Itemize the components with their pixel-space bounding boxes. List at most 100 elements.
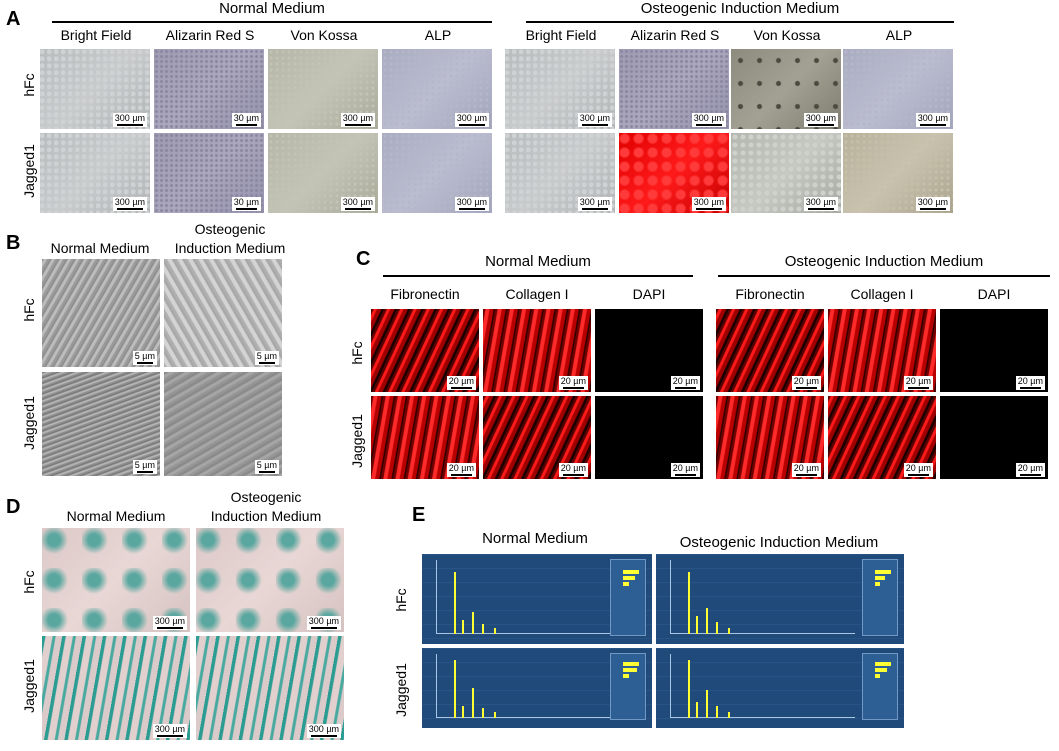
scale-bar: 5 µm bbox=[132, 351, 157, 365]
sem-b-jagged1-normal: 5 µm bbox=[42, 372, 160, 476]
sem-b-jagged1-osteo: 5 µm bbox=[164, 372, 282, 476]
scale-bar: 300 µm bbox=[577, 113, 612, 127]
micrograph-a-hfc-osteo-von-kossa: 300 µm bbox=[731, 49, 841, 129]
panel-b-row-hfc: hFc bbox=[21, 298, 37, 322]
scale-bar: 20 µm bbox=[670, 463, 700, 477]
micrograph-a-jagged1-osteo-alp: 300 µm bbox=[843, 133, 953, 213]
panel-e-col-normal: Normal Medium bbox=[482, 530, 588, 547]
eds-spectrum-e-hfc-normal bbox=[422, 554, 652, 644]
micrograph-a-hfc-normal-bright-field: 300 µm bbox=[40, 49, 150, 129]
fluor-c-jagged1-normal-collagen: 20 µm bbox=[483, 396, 591, 479]
micrograph-a-jagged1-osteo-von-kossa: 300 µm bbox=[731, 133, 841, 213]
panel-e-col-osteo: Osteogenic Induction Medium bbox=[679, 534, 879, 551]
micrograph-a-jagged1-osteo-alizarin: 300 µm bbox=[619, 133, 729, 213]
scale-bar: 5 µm bbox=[254, 460, 279, 474]
scale-bar: 300 µm bbox=[306, 724, 341, 738]
micrograph-a-hfc-normal-alizarin: 30 µm bbox=[154, 49, 264, 129]
panel-d-row-hfc: hFc bbox=[21, 570, 37, 594]
eds-spectrum-e-jagged1-normal bbox=[422, 648, 652, 728]
panel-c-col-fibronectin: Fibronectin bbox=[390, 286, 460, 302]
fluor-c-hfc-normal-collagen: 20 µm bbox=[483, 309, 591, 392]
panel-d-row-jagged1: Jagged1 bbox=[21, 659, 37, 713]
panel-b-col-normal: Normal Medium bbox=[50, 240, 150, 256]
alcian-d-hfc-osteo: 300 µm bbox=[196, 528, 344, 632]
micrograph-a-hfc-osteo-alizarin: 300 µm bbox=[619, 49, 729, 129]
micrograph-a-hfc-osteo-alp: 300 µm bbox=[843, 49, 953, 129]
panel-a-col-alizarin-osteo: Alizarin Red S bbox=[630, 27, 720, 43]
scale-bar: 5 µm bbox=[132, 460, 157, 474]
micrograph-a-jagged1-normal-von-kossa: 300 µm bbox=[268, 133, 378, 213]
panel-a-col-alp-osteo: ALP bbox=[885, 27, 913, 43]
panel-c-normal-header: Normal Medium bbox=[485, 253, 591, 270]
fluor-c-hfc-osteo-collagen: 20 µm bbox=[828, 309, 936, 392]
panel-a-col-bright-field-osteo: Bright Field bbox=[525, 27, 597, 43]
panel-letter-e: E bbox=[412, 504, 426, 526]
scale-bar: 300 µm bbox=[915, 197, 950, 211]
scale-bar: 300 µm bbox=[691, 197, 726, 211]
panel-c-col-dapi: DAPI bbox=[632, 286, 666, 302]
eds-spectrum-e-jagged1-osteo bbox=[656, 648, 904, 728]
scale-bar: 20 µm bbox=[791, 463, 821, 477]
panel-c-osteo-header: Osteogenic Induction Medium bbox=[784, 253, 984, 270]
micrograph-a-jagged1-osteo-bright-field: 300 µm bbox=[505, 133, 615, 213]
panel-letter-d: D bbox=[6, 496, 21, 518]
panel-a-col-von-kossa: Von Kossa bbox=[290, 27, 358, 43]
fluor-c-hfc-osteo-dapi: 20 µm bbox=[940, 309, 1048, 392]
panel-letter-c: C bbox=[356, 248, 371, 270]
alcian-d-jagged1-normal: 300 µm bbox=[42, 636, 190, 740]
panel-a-osteo-divider bbox=[526, 21, 954, 23]
panel-a-col-bright-field: Bright Field bbox=[60, 27, 132, 43]
scale-bar: 300 µm bbox=[152, 616, 187, 630]
panel-a-col-alp: ALP bbox=[424, 27, 452, 43]
scale-bar: 300 µm bbox=[577, 197, 612, 211]
panel-b-col-osteo-line1: Osteogenic bbox=[194, 221, 266, 237]
panel-a-col-von-kossa-osteo: Von Kossa bbox=[753, 27, 821, 43]
panel-letter-a: A bbox=[6, 8, 21, 30]
panel-c-col-fibronectin-osteo: Fibronectin bbox=[735, 286, 805, 302]
sem-b-hfc-normal: 5 µm bbox=[42, 259, 160, 367]
micrograph-a-jagged1-normal-alizarin: 30 µm bbox=[154, 133, 264, 213]
panel-a-row-jagged1: Jagged1 bbox=[21, 144, 37, 198]
scale-bar: 30 µm bbox=[231, 113, 261, 127]
panel-d-col-osteo-line2: Induction Medium bbox=[210, 508, 322, 524]
alcian-d-hfc-normal: 300 µm bbox=[42, 528, 190, 632]
micrograph-a-hfc-normal-alp: 300 µm bbox=[382, 49, 492, 129]
panel-c-col-collagen-osteo: Collagen I bbox=[850, 286, 914, 302]
panel-b-row-jagged1: Jagged1 bbox=[21, 396, 37, 450]
fluor-c-jagged1-osteo-dapi: 20 µm bbox=[940, 396, 1048, 479]
panel-letter-b: B bbox=[6, 232, 21, 254]
panel-c-col-collagen: Collagen I bbox=[505, 286, 569, 302]
scale-bar: 20 µm bbox=[446, 463, 476, 477]
scale-bar: 20 µm bbox=[903, 376, 933, 390]
scale-bar: 20 µm bbox=[558, 376, 588, 390]
fluor-c-jagged1-osteo-collagen: 20 µm bbox=[828, 396, 936, 479]
panel-a-col-alizarin: Alizarin Red S bbox=[165, 27, 255, 43]
panel-c-osteo-divider bbox=[718, 275, 1050, 277]
scale-bar: 300 µm bbox=[340, 113, 375, 127]
scale-bar: 30 µm bbox=[231, 197, 261, 211]
scale-bar: 20 µm bbox=[670, 376, 700, 390]
fluor-c-jagged1-normal-fibronectin: 20 µm bbox=[371, 396, 479, 479]
panel-c-normal-divider bbox=[383, 275, 693, 277]
panel-b-col-osteo-line2: Induction Medium bbox=[174, 240, 286, 256]
scale-bar: 300 µm bbox=[454, 113, 489, 127]
scale-bar: 300 µm bbox=[112, 113, 147, 127]
scale-bar: 20 µm bbox=[1015, 463, 1045, 477]
micrograph-a-hfc-normal-von-kossa: 300 µm bbox=[268, 49, 378, 129]
panel-a-normal-divider bbox=[52, 21, 492, 23]
scale-bar: 20 µm bbox=[903, 463, 933, 477]
micrograph-a-jagged1-normal-bright-field: 300 µm bbox=[40, 133, 150, 213]
scale-bar: 20 µm bbox=[446, 376, 476, 390]
panel-c-row-jagged1: Jagged1 bbox=[349, 414, 365, 468]
scale-bar: 300 µm bbox=[454, 197, 489, 211]
scale-bar: 300 µm bbox=[915, 113, 950, 127]
scale-bar: 300 µm bbox=[306, 616, 341, 630]
eds-spectrum-e-hfc-osteo bbox=[656, 554, 904, 644]
scale-bar: 300 µm bbox=[691, 113, 726, 127]
panel-c-row-hfc: hFc bbox=[349, 341, 365, 365]
scale-bar: 300 µm bbox=[152, 724, 187, 738]
fluor-c-hfc-normal-dapi: 20 µm bbox=[595, 309, 703, 392]
panel-a-normal-medium-header: Normal Medium bbox=[219, 0, 325, 17]
panel-a-osteo-medium-header: Osteogenic Induction Medium bbox=[640, 0, 840, 17]
panel-e-row-jagged1: Jagged1 bbox=[393, 663, 409, 717]
